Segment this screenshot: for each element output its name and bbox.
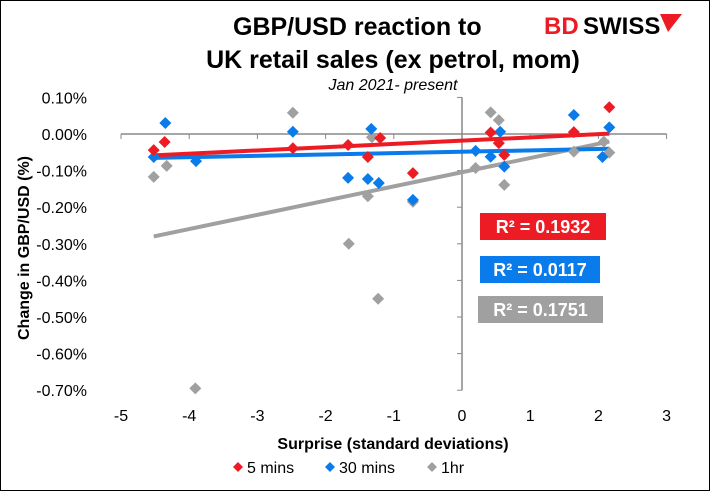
y-tick-label: -0.40%	[36, 273, 87, 290]
data-point	[365, 122, 378, 135]
data-point	[567, 145, 580, 158]
x-tick-label: 2	[594, 408, 603, 425]
data-point	[189, 382, 202, 395]
x-tick-label: 3	[662, 408, 671, 425]
data-point	[147, 144, 160, 157]
data-point	[469, 162, 482, 175]
data-point	[597, 135, 610, 148]
data-point	[372, 177, 385, 190]
data-point	[190, 155, 203, 168]
data-point	[484, 106, 497, 119]
r2-box	[478, 296, 603, 323]
x-tick-label: 1	[526, 408, 535, 425]
data-point	[498, 178, 511, 191]
x-tick-label: 0	[458, 408, 467, 425]
legend-marker-icon	[325, 462, 335, 472]
y-tick-label: -0.70%	[36, 383, 87, 400]
data-point	[469, 144, 482, 157]
data-point	[484, 126, 497, 139]
data-point	[342, 237, 355, 250]
data-point	[372, 292, 385, 305]
data-point	[159, 117, 172, 130]
y-tick-label: -0.20%	[36, 200, 87, 217]
x-tick-label: -4	[182, 408, 196, 425]
r2-box	[480, 256, 600, 283]
y-tick-label: 0.10%	[42, 90, 87, 107]
bdswiss-logo: BD SWISS	[544, 13, 682, 40]
data-point	[406, 193, 419, 206]
data-point	[342, 138, 355, 151]
logo-swiss: SWISS	[583, 13, 660, 40]
trendline-5-mins	[153, 131, 610, 158]
legend-entry: 1hr	[441, 460, 465, 477]
data-point	[361, 151, 374, 164]
data-point	[286, 106, 299, 119]
y-tick-label: -0.30%	[36, 237, 87, 254]
r2-box	[480, 213, 606, 240]
chart-title-line2: UK retail sales (ex petrol, mom)	[206, 46, 580, 74]
legend-entry: 30 mins	[339, 460, 395, 477]
data-point	[603, 101, 616, 114]
data-point	[498, 160, 511, 173]
y-tick-label: -0.50%	[36, 310, 87, 327]
x-tick-label: -2	[318, 408, 332, 425]
data-point	[158, 136, 171, 149]
chart-subtitle: Jan 2021- present	[328, 77, 459, 94]
data-point	[286, 125, 299, 138]
data-point	[160, 159, 173, 172]
data-point	[361, 190, 374, 203]
data-point	[286, 142, 299, 155]
data-point	[596, 151, 609, 164]
x-tick-label: -1	[387, 408, 401, 425]
y-axis-label: Change in GBP/USD (%)	[16, 156, 33, 340]
legend-entry: 5 mins	[247, 460, 294, 477]
data-point	[342, 171, 355, 184]
data-point	[492, 114, 505, 127]
trendline-1hr	[153, 139, 610, 239]
y-tick-label: 0.00%	[42, 127, 87, 144]
data-point	[147, 170, 160, 183]
legend-marker-icon	[233, 462, 243, 472]
data-point	[147, 151, 160, 164]
y-tick-label: -0.60%	[36, 347, 87, 364]
logo-bd: BD	[544, 13, 579, 40]
trendline-30-mins	[153, 146, 610, 160]
data-point	[365, 131, 378, 144]
x-tick-label: -5	[114, 408, 128, 425]
data-point	[484, 150, 497, 163]
data-point	[492, 137, 505, 150]
r2-label: R² = 0.0117	[493, 260, 587, 280]
data-point	[567, 126, 580, 139]
data-point	[361, 173, 374, 186]
logo-flag-icon	[660, 14, 682, 32]
r2-label: R² = 0.1932	[496, 217, 591, 237]
data-point	[406, 167, 419, 180]
y-tick-label: -0.10%	[36, 164, 87, 181]
data-point	[494, 125, 507, 138]
x-axis-label: Surprise (standard deviations)	[277, 436, 508, 453]
r2-label: R² = 0.1751	[493, 300, 588, 320]
legend-marker-icon	[427, 462, 437, 472]
data-point	[374, 132, 387, 145]
x-tick-label: -3	[250, 408, 264, 425]
data-point	[498, 148, 511, 161]
data-point	[567, 108, 580, 121]
data-point	[603, 121, 616, 134]
chart-title: GBP/USD reaction to	[233, 13, 482, 41]
